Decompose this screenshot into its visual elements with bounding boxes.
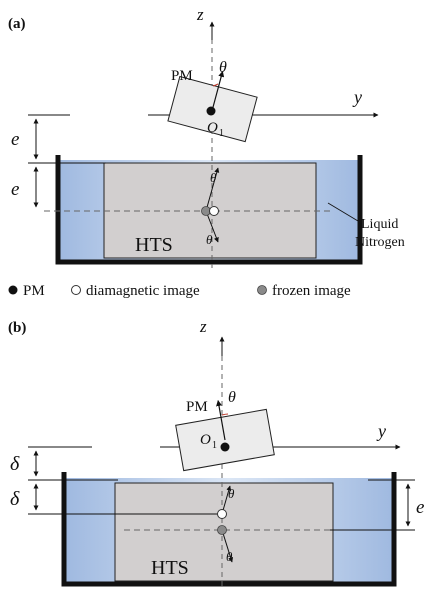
coolant-label-1-a: Liquid [361,217,398,232]
theta-label-a: θ [219,59,227,76]
magnet-label-a: PM [171,68,193,84]
theta-arc-b [221,413,229,416]
theta-image-top-a: θ [210,170,217,185]
legend-frozen-dot [257,285,267,295]
y-label-b: y [376,421,386,441]
coolant-label-2-a: Nitrogen [355,235,405,250]
theta-label-b: θ [228,389,236,406]
gap-bottom-label-a: e [11,179,19,200]
coolant-leader-a [327,202,359,222]
theta-image-bottom-b: θ [226,549,233,564]
gap-top-label-a: e [11,129,19,150]
tank-wall-a [55,155,363,265]
legend-pm-dot [8,285,18,295]
frozen-image-b [217,525,227,535]
image-dipole-up-a [205,167,220,212]
gap-top-label-b: δ [10,453,20,475]
gap-bottom-label-b: δ [10,488,20,510]
center-label-b: O [200,432,211,448]
center-label-a: O [207,120,218,136]
hts-label-b: HTS [151,557,189,579]
image-dipole-down-b [221,529,234,563]
legend-frozen-label: frozen image [272,283,351,299]
hts-label-a: HTS [135,234,173,256]
magnet-label-b: PM [186,399,208,415]
magnet-b [175,400,275,472]
legend-diamagnetic-dot [71,285,81,295]
tank-wall-b [61,472,397,587]
theta-image-bottom-a: θ [206,232,213,247]
legend-pm-label: PM [23,283,45,299]
diamagnetic-image-a [209,206,219,216]
panel-b: (b) HTS z y δ δ e PM θ O [8,317,424,588]
pm-center-a [206,106,216,116]
z-label-a: z [196,5,204,24]
center-sub-b: 1 [212,440,217,451]
theta-arc-a [212,83,219,87]
legend: PM diamagnetic image frozen image [8,283,351,299]
legend-diamagnetic-label: diamagnetic image [86,283,200,299]
pm-center-b [220,442,230,452]
diamagnetic-image-b [217,509,227,519]
panel-a-tag: (a) [8,16,26,32]
image-dipole-down-a [205,210,219,243]
panel-b-tag: (b) [8,320,26,336]
gap-right-label-b: e [416,497,424,518]
y-label-a: y [352,87,362,107]
theta-image-top-b: θ [228,486,235,501]
panel-a: (a) HTS z y e e PM θ O 1 [8,5,405,268]
z-label-b: z [199,317,207,336]
center-sub-a: 1 [219,128,224,139]
